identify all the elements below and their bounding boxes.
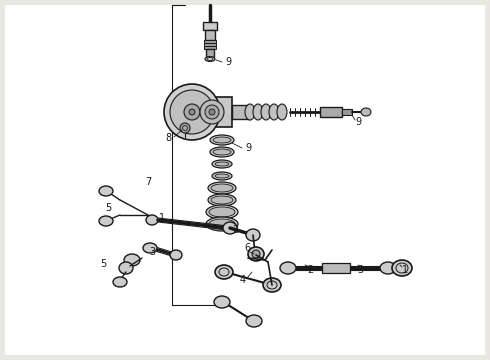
- Ellipse shape: [164, 84, 220, 140]
- Text: 9: 9: [225, 57, 231, 67]
- Ellipse shape: [212, 172, 232, 180]
- Ellipse shape: [215, 265, 233, 279]
- Ellipse shape: [223, 222, 237, 234]
- Ellipse shape: [280, 262, 296, 274]
- Ellipse shape: [209, 207, 235, 217]
- Bar: [204, 40, 216, 42]
- Text: 9: 9: [245, 143, 251, 153]
- Ellipse shape: [213, 137, 231, 143]
- Ellipse shape: [209, 109, 215, 115]
- Ellipse shape: [211, 184, 233, 192]
- Ellipse shape: [213, 149, 231, 155]
- Ellipse shape: [277, 104, 287, 120]
- Ellipse shape: [248, 247, 264, 261]
- Ellipse shape: [215, 162, 229, 166]
- Bar: [342, 109, 352, 115]
- Ellipse shape: [208, 182, 236, 194]
- Bar: [232, 105, 250, 119]
- Text: 3: 3: [357, 265, 363, 275]
- Bar: [322, 263, 350, 273]
- Ellipse shape: [269, 104, 279, 120]
- Ellipse shape: [180, 123, 190, 133]
- Ellipse shape: [380, 262, 396, 274]
- Ellipse shape: [392, 260, 412, 276]
- Text: 9: 9: [355, 117, 361, 127]
- Bar: [204, 43, 216, 45]
- Text: 2: 2: [232, 225, 238, 235]
- Bar: [203, 22, 217, 30]
- Text: 5: 5: [100, 259, 106, 269]
- Ellipse shape: [113, 277, 127, 287]
- Text: 1: 1: [159, 213, 165, 223]
- Ellipse shape: [212, 160, 232, 168]
- Ellipse shape: [208, 194, 236, 206]
- Ellipse shape: [246, 229, 260, 241]
- Ellipse shape: [214, 296, 230, 308]
- Ellipse shape: [252, 250, 260, 258]
- Ellipse shape: [205, 105, 219, 119]
- Text: 7: 7: [145, 177, 151, 187]
- Ellipse shape: [146, 215, 158, 225]
- Ellipse shape: [210, 147, 234, 157]
- Ellipse shape: [211, 196, 233, 204]
- Bar: [204, 46, 216, 49]
- Ellipse shape: [99, 186, 113, 196]
- Text: 5: 5: [105, 203, 111, 213]
- Ellipse shape: [143, 243, 157, 253]
- Ellipse shape: [209, 219, 235, 229]
- Ellipse shape: [206, 217, 238, 231]
- Text: 4: 4: [240, 275, 246, 285]
- Ellipse shape: [184, 104, 200, 120]
- Ellipse shape: [245, 104, 255, 120]
- Text: 1: 1: [402, 265, 408, 275]
- Text: 6: 6: [244, 243, 250, 253]
- Bar: [192, 97, 232, 127]
- Ellipse shape: [170, 90, 214, 134]
- Bar: [320, 107, 342, 117]
- Ellipse shape: [99, 216, 113, 226]
- Ellipse shape: [263, 278, 281, 292]
- Ellipse shape: [189, 109, 195, 115]
- Ellipse shape: [200, 100, 224, 124]
- Ellipse shape: [206, 205, 238, 219]
- Text: 8: 8: [165, 133, 171, 143]
- Bar: [206, 49, 214, 57]
- Text: 3: 3: [149, 247, 155, 257]
- Ellipse shape: [261, 104, 271, 120]
- Ellipse shape: [124, 254, 140, 266]
- Ellipse shape: [170, 250, 182, 260]
- Ellipse shape: [119, 262, 133, 274]
- Ellipse shape: [246, 315, 262, 327]
- Bar: [205, 30, 215, 40]
- Ellipse shape: [253, 104, 263, 120]
- Ellipse shape: [205, 57, 215, 62]
- Text: 2: 2: [307, 265, 313, 275]
- Ellipse shape: [215, 174, 229, 178]
- Ellipse shape: [361, 108, 371, 116]
- Ellipse shape: [210, 135, 234, 145]
